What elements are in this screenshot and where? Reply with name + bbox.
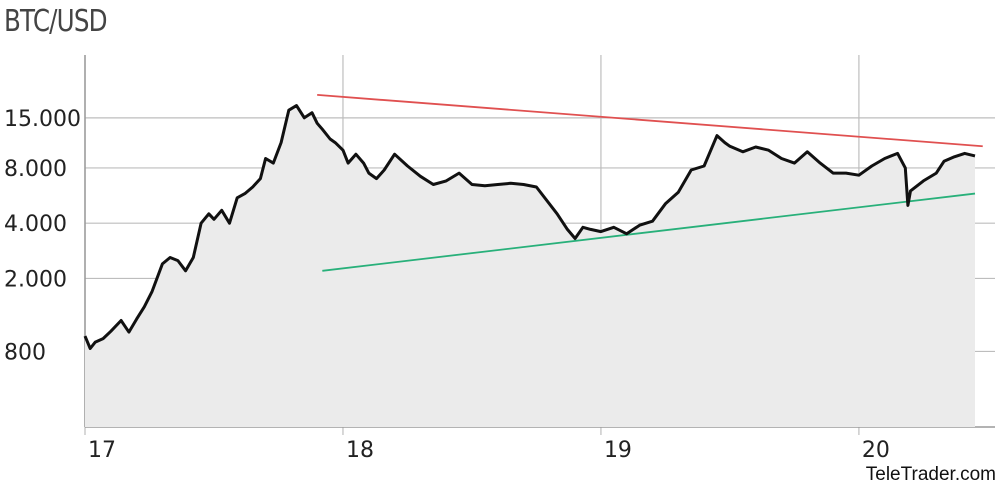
resistance-trendline (317, 94, 983, 148)
series-line (83, 104, 976, 350)
trendlines (317, 94, 983, 272)
y-tick-label: 2.000 (4, 267, 67, 292)
y-tick-label: 800 (4, 340, 46, 365)
x-tick-label: 18 (346, 438, 374, 463)
y-tick-label: 15.000 (4, 107, 81, 132)
price-area (85, 105, 975, 427)
y-tick-label: 4.000 (4, 212, 67, 237)
series-area (85, 105, 975, 427)
x-tick-label: 20 (862, 438, 890, 463)
tick-labels: 800 2.000 4.000 8.000 15.000 17 18 19 20 (4, 107, 890, 463)
support-trendline (322, 192, 976, 272)
x-tick-label: 17 (88, 438, 116, 463)
chart-title: BTC/USD (4, 4, 108, 39)
x-tick-label: 19 (604, 438, 632, 463)
price-line (83, 104, 976, 350)
y-tick-label: 8.000 (4, 157, 67, 182)
credit-label: TeleTrader.com (865, 464, 996, 485)
